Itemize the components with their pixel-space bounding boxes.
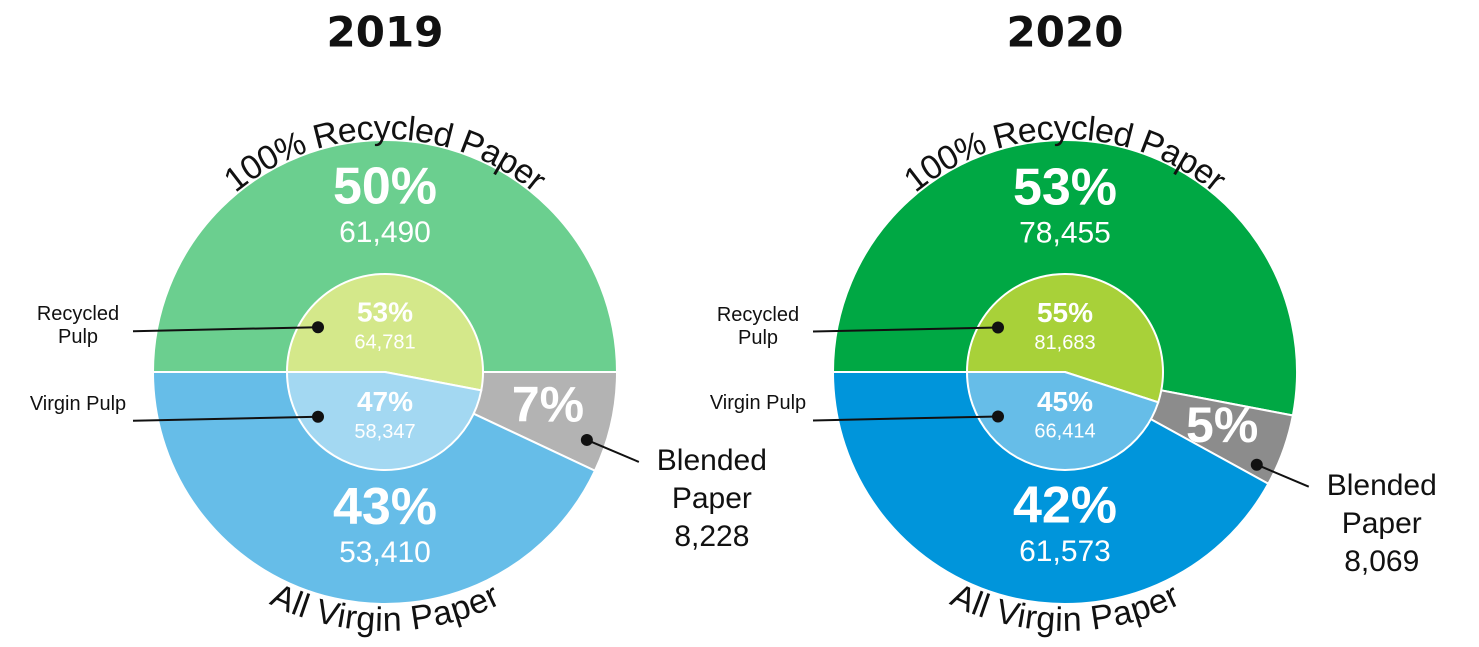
outer-slice	[831, 371, 1270, 605]
slice-label: Virgin Pulp	[709, 392, 807, 415]
callout-dot	[992, 321, 1004, 334]
slice-percent: 5%	[1186, 397, 1258, 453]
callout-line	[586, 439, 640, 463]
slice-count: 61,573	[1019, 535, 1111, 568]
chart-title: 2020	[1007, 8, 1124, 57]
slice-count: 66,414	[1034, 421, 1095, 443]
callout-dot	[992, 410, 1004, 423]
slice-percent: 7%	[512, 377, 584, 433]
callout-line	[812, 415, 999, 422]
slice-count: 78,455	[1019, 217, 1111, 250]
slice-count: 81,683	[1034, 332, 1095, 354]
inner-slice	[285, 273, 484, 392]
slice-count: 61,490	[339, 216, 431, 249]
callout-line	[812, 326, 999, 333]
slice-percent: 43%	[333, 478, 437, 536]
callout-line	[132, 415, 319, 422]
slice-percent: 55%	[1037, 297, 1093, 328]
slice-percent: 53%	[357, 297, 413, 328]
slice-count: 8,069	[1344, 544, 1420, 578]
slice-percent: 45%	[1037, 386, 1093, 417]
slice-percent: 50%	[333, 158, 437, 216]
slice-count: 8,228	[674, 519, 750, 553]
inner-slice	[965, 371, 1160, 471]
slice-percent: 47%	[357, 386, 413, 417]
outer-slice	[151, 139, 619, 373]
slice-count: 64,781	[354, 331, 415, 353]
inner-slice	[285, 371, 483, 471]
slice-percent: 42%	[1013, 477, 1117, 535]
slice-label: Recycled Pulp	[36, 303, 120, 349]
callout-line	[1256, 463, 1310, 488]
chart-title: 2019	[327, 8, 444, 57]
slice-percent: 53%	[1013, 158, 1117, 216]
callout-dot	[312, 410, 324, 423]
callout-dot	[580, 433, 593, 446]
slice-label: Recycled Pulp	[716, 303, 800, 349]
slice-count: 53,410	[339, 536, 431, 569]
slice-label: Blended Paper	[656, 443, 767, 515]
slice-label: Blended Paper	[1326, 468, 1437, 540]
slice-count: 58,347	[354, 421, 415, 443]
callout-dot	[1250, 458, 1263, 471]
callout-dot	[312, 321, 324, 334]
slice-label: Virgin Pulp	[29, 392, 127, 415]
callout-line	[132, 326, 319, 333]
outer-slice	[151, 371, 597, 605]
